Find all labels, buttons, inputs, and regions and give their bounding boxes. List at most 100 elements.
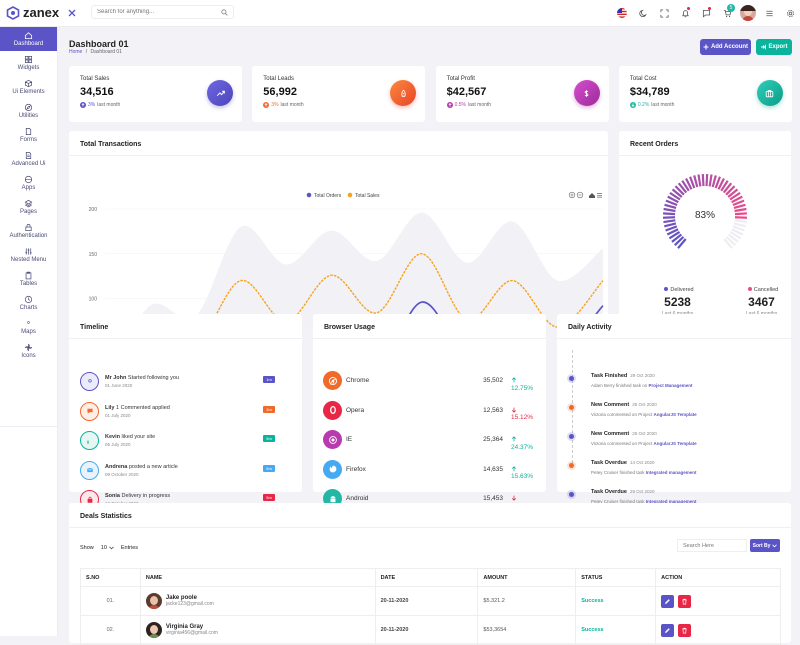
delivered-value: 5238 bbox=[649, 295, 706, 309]
entries-select[interactable]: 10 bbox=[98, 543, 117, 553]
gauge-tick bbox=[707, 174, 708, 186]
sidebar-item-forms[interactable]: Forms bbox=[0, 123, 57, 147]
gauge-percent: 83% bbox=[619, 210, 791, 221]
delivered-label: Delivered bbox=[670, 287, 693, 293]
sidebar-toggle-button[interactable] bbox=[66, 7, 78, 19]
timeline-action: liked your site bbox=[122, 434, 156, 440]
edit-button[interactable] bbox=[661, 624, 674, 637]
delete-button[interactable] bbox=[678, 595, 691, 608]
add-account-button[interactable]: Add Account bbox=[700, 39, 751, 55]
cell-status: Success bbox=[576, 616, 656, 645]
fullscreen-button[interactable] bbox=[654, 3, 674, 23]
menu-button[interactable] bbox=[759, 3, 779, 23]
sidebar-item-dashboard[interactable]: Dashboard bbox=[0, 27, 57, 51]
activity-desc-text: Petey Cruiser finished task bbox=[591, 470, 645, 475]
user-email: virginia456@gmail.com bbox=[166, 630, 218, 636]
activity-dot bbox=[569, 492, 574, 497]
cell-sno: 02. bbox=[81, 616, 141, 645]
us-flag-icon bbox=[617, 8, 627, 18]
sidebar-item-maps[interactable]: Maps bbox=[0, 315, 57, 339]
browser-usage-title: Browser Usage bbox=[324, 324, 375, 331]
sidebar-item-charts[interactable]: Charts bbox=[0, 291, 57, 315]
timeline-time-badge: 5m bbox=[263, 494, 275, 501]
search-box[interactable] bbox=[91, 5, 234, 19]
zoom-in-icon[interactable] bbox=[569, 192, 575, 198]
delete-button[interactable] bbox=[678, 624, 691, 637]
activity-dot bbox=[569, 405, 574, 410]
search-input[interactable] bbox=[97, 9, 207, 15]
breadcrumb-home[interactable]: Home bbox=[69, 49, 82, 55]
sidebar-item-advanced-ui[interactable]: Advanced Ui bbox=[0, 147, 57, 171]
sidebar-item-label: Apps bbox=[22, 185, 36, 191]
deals-card: Deals Statistics Show 10 Entries Sort By… bbox=[69, 503, 791, 643]
firefox-icon bbox=[328, 464, 338, 474]
reset-zoom-icon[interactable] bbox=[589, 193, 595, 198]
cart-badge: 5 bbox=[727, 4, 735, 12]
legend-label: Total Sales bbox=[355, 193, 380, 199]
sidebar-item-label: Forms bbox=[20, 137, 37, 143]
sidebar-item-tables[interactable]: Tables bbox=[0, 267, 57, 291]
gauge-tick bbox=[698, 175, 700, 187]
notifications-button[interactable] bbox=[675, 3, 695, 23]
cancelled-dot bbox=[748, 287, 752, 291]
app-logo[interactable]: zanex bbox=[6, 5, 59, 20]
sort-by-button[interactable]: Sort By bbox=[750, 539, 780, 552]
activity-link[interactable]: Integrated management bbox=[646, 470, 697, 475]
sidebar-item-icons[interactable]: Icons bbox=[0, 339, 57, 363]
comment-icon bbox=[86, 407, 94, 415]
sidebar-item-pages[interactable]: Pages bbox=[0, 195, 57, 219]
menu-icon bbox=[765, 9, 774, 18]
chrome-icon bbox=[328, 376, 338, 386]
activity-link[interactable]: AngularJS Template bbox=[653, 441, 696, 446]
zoom-out-icon[interactable] bbox=[577, 192, 583, 198]
gear-icon bbox=[786, 9, 795, 18]
y-tick-label: 150 bbox=[89, 252, 98, 258]
sidebar-divider bbox=[0, 426, 58, 427]
briefcase-icon bbox=[764, 88, 775, 99]
settings-button[interactable] bbox=[780, 3, 800, 23]
activity-title: New Comment bbox=[591, 431, 629, 437]
sidebar-item-authentication[interactable]: Authentication bbox=[0, 219, 57, 243]
sidebar-item-apps[interactable]: Apps bbox=[0, 171, 57, 195]
language-button[interactable] bbox=[612, 3, 632, 23]
gauge-tick bbox=[665, 205, 677, 208]
trending-up-icon bbox=[215, 88, 226, 99]
search-icon[interactable] bbox=[221, 9, 228, 16]
chart-menu-icon[interactable] bbox=[597, 194, 602, 198]
export-button[interactable]: Export bbox=[756, 39, 792, 55]
fullscreen-icon bbox=[660, 9, 669, 18]
message-dot bbox=[708, 7, 711, 10]
activity-link[interactable]: Project Management bbox=[649, 383, 693, 388]
sidebar-item-utilities[interactable]: Utilities bbox=[0, 99, 57, 123]
activity-title: Task Overdue bbox=[591, 489, 627, 495]
background-area bbox=[105, 213, 603, 329]
gauge-tick bbox=[664, 223, 676, 226]
column-header-action: ACTION bbox=[656, 569, 781, 587]
deals-search-input[interactable] bbox=[677, 539, 747, 552]
sidebar-item-ui-elements[interactable]: Ui Elements bbox=[0, 75, 57, 99]
home-icon bbox=[24, 31, 33, 40]
timeline-icon-circle bbox=[80, 372, 99, 391]
rocket-icon bbox=[398, 88, 409, 99]
sidebar-item-widgets[interactable]: Widgets bbox=[0, 51, 57, 75]
sidebar-item-label: Maps bbox=[21, 329, 36, 335]
edit-button[interactable] bbox=[661, 595, 674, 608]
sidebar-item-nested-menu[interactable]: Nested Menu bbox=[0, 243, 57, 267]
timeline-text: Kevin liked your site bbox=[105, 434, 155, 440]
activity-link[interactable]: AngularJS Template bbox=[653, 412, 696, 417]
browser-icon-circle bbox=[323, 401, 342, 420]
dark-mode-button[interactable] bbox=[633, 3, 653, 23]
compass-icon bbox=[24, 103, 33, 112]
profile-button[interactable] bbox=[738, 3, 758, 23]
browser-name: IE bbox=[346, 436, 352, 443]
timeline-time-badge: 5m bbox=[263, 465, 275, 472]
stat-icon-badge bbox=[390, 80, 416, 106]
cell-amount: $5.321.2 bbox=[478, 587, 576, 616]
cart-button[interactable]: 5 bbox=[717, 3, 737, 23]
messages-button[interactable] bbox=[696, 3, 716, 23]
